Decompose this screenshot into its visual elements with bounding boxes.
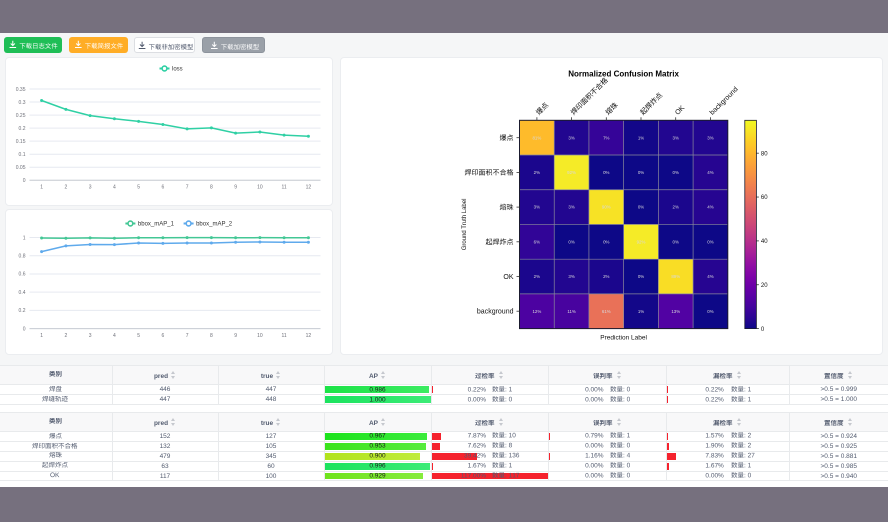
svg-text:60: 60 [761, 195, 768, 201]
svg-text:12: 12 [306, 185, 312, 191]
svg-text:9: 9 [234, 333, 237, 339]
svg-text:0.2: 0.2 [19, 126, 26, 132]
svg-text:92%: 92% [637, 239, 646, 244]
svg-text:0: 0 [23, 178, 26, 184]
svg-text:6%: 6% [534, 239, 540, 244]
svg-text:3%: 3% [707, 135, 713, 140]
svg-text:1: 1 [40, 185, 43, 191]
svg-text:2%: 2% [673, 205, 679, 210]
svg-text:Prediction Label: Prediction Label [600, 335, 647, 342]
svg-text:2: 2 [65, 185, 68, 191]
svg-text:background: background [477, 309, 514, 316]
svg-text:1: 1 [23, 235, 26, 241]
svg-text:0.3: 0.3 [19, 100, 26, 106]
svg-text:4%: 4% [707, 170, 713, 175]
svg-text:0%: 0% [603, 170, 609, 175]
svg-text:bbox_mAP_2: bbox_mAP_2 [196, 222, 233, 228]
svg-text:3%: 3% [568, 135, 574, 140]
svg-text:80: 80 [761, 151, 768, 157]
svg-text:11%: 11% [567, 309, 576, 314]
svg-text:6: 6 [162, 333, 165, 339]
svg-text:7: 7 [186, 185, 189, 191]
svg-text:89%: 89% [671, 274, 680, 279]
svg-text:7%: 7% [603, 135, 609, 140]
svg-text:20: 20 [761, 283, 768, 289]
svg-text:3: 3 [89, 333, 92, 339]
svg-text:3%: 3% [673, 135, 679, 140]
svg-text:3%: 3% [568, 274, 574, 279]
svg-text:1%: 1% [638, 309, 644, 314]
svg-text:OK: OK [674, 104, 686, 116]
svg-text:11: 11 [281, 333, 286, 339]
svg-text:0.15: 0.15 [16, 139, 26, 145]
svg-text:0.4: 0.4 [19, 290, 26, 296]
svg-text:0%: 0% [673, 170, 679, 175]
svg-text:2%: 2% [534, 170, 540, 175]
svg-text:bbox_mAP_1: bbox_mAP_1 [138, 222, 175, 228]
svg-text:background: background [709, 86, 740, 117]
svg-text:6: 6 [162, 185, 165, 191]
svg-text:4%: 4% [707, 205, 713, 210]
svg-text:0%: 0% [638, 170, 644, 175]
svg-text:Ground Truth Label: Ground Truth Label [462, 199, 468, 251]
svg-text:Normalized Confusion Matrix: Normalized Confusion Matrix [568, 69, 679, 78]
svg-text:0%: 0% [707, 239, 713, 244]
svg-text:5: 5 [137, 185, 140, 191]
svg-text:4%: 4% [707, 274, 713, 279]
svg-text:90%: 90% [602, 205, 611, 210]
svg-text:5: 5 [137, 333, 140, 339]
svg-text:11: 11 [281, 185, 286, 191]
svg-text:0.2: 0.2 [19, 308, 26, 314]
svg-text:8: 8 [210, 333, 213, 339]
svg-text:3: 3 [89, 185, 92, 191]
svg-text:4: 4 [113, 185, 116, 191]
svg-text:4: 4 [113, 333, 116, 339]
svg-text:3%: 3% [568, 205, 574, 210]
svg-text:81%: 81% [532, 135, 541, 140]
svg-text:3%: 3% [534, 205, 540, 210]
svg-text:0: 0 [761, 327, 765, 333]
svg-text:13%: 13% [671, 309, 680, 314]
svg-text:0%: 0% [673, 239, 679, 244]
svg-text:2: 2 [65, 333, 68, 339]
svg-text:loss: loss [172, 67, 183, 73]
svg-text:92%: 92% [567, 170, 576, 175]
svg-text:9: 9 [234, 185, 237, 191]
svg-text:0.6: 0.6 [19, 272, 26, 278]
svg-text:10: 10 [257, 333, 263, 339]
svg-text:0.05: 0.05 [16, 165, 26, 171]
svg-text:0%: 0% [707, 309, 713, 314]
svg-text:1: 1 [40, 333, 43, 339]
svg-text:2%: 2% [534, 274, 540, 279]
svg-text:2%: 2% [603, 274, 609, 279]
svg-text:10: 10 [257, 185, 263, 191]
svg-text:0.8: 0.8 [19, 254, 26, 260]
svg-text:OK: OK [503, 274, 513, 281]
svg-text:7: 7 [186, 333, 189, 339]
svg-text:0.25: 0.25 [16, 113, 26, 119]
svg-text:12%: 12% [532, 309, 541, 314]
svg-text:0%: 0% [638, 205, 644, 210]
svg-text:61%: 61% [602, 309, 611, 314]
svg-text:0.35: 0.35 [16, 87, 26, 93]
svg-text:40: 40 [761, 239, 768, 245]
svg-text:0%: 0% [568, 239, 574, 244]
svg-text:12: 12 [306, 333, 312, 339]
svg-text:1%: 1% [638, 135, 644, 140]
svg-text:0%: 0% [638, 274, 644, 279]
svg-text:0: 0 [23, 326, 26, 332]
svg-text:0.1: 0.1 [19, 152, 26, 158]
svg-text:0%: 0% [603, 239, 609, 244]
svg-text:8: 8 [210, 185, 213, 191]
